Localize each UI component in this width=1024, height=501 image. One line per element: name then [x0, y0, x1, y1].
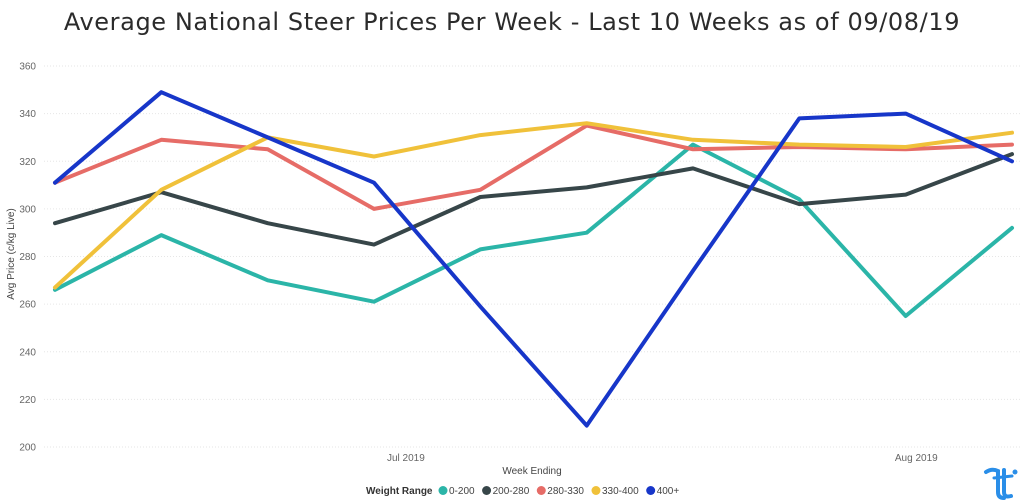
gridlines — [44, 65, 1020, 448]
x-tick-label: Aug 2019 — [895, 453, 938, 464]
y-axis-label: Avg Price (c/kg Live) — [6, 208, 17, 300]
y-tick-label: 220 — [19, 395, 36, 406]
legend-label: 0-200 — [449, 486, 475, 497]
y-tick-label: 200 — [19, 443, 36, 454]
x-tick-label: Jul 2019 — [387, 453, 425, 464]
series-lines — [53, 90, 1014, 428]
tt-logo-icon — [984, 467, 1018, 500]
legend-label: 200-280 — [493, 486, 530, 497]
legend: Weight Range 0-200 200-280 280-330 330-400 4… — [366, 486, 679, 497]
series-line-0-200 — [53, 142, 1014, 318]
legend-label: 400+ — [657, 486, 680, 497]
y-axis-ticks: 200 220 240 260 280 300 320 340 360 — [19, 62, 36, 454]
legend-marker — [646, 486, 656, 495]
legend-label: 330-400 — [602, 486, 639, 497]
y-tick-label: 240 — [19, 347, 36, 358]
series-line-400plus — [53, 90, 1014, 428]
y-tick-label: 260 — [19, 300, 36, 311]
y-tick-label: 340 — [19, 109, 36, 120]
x-axis-ticks: Jul 2019 Aug 2019 — [387, 453, 938, 464]
y-tick-label: 320 — [19, 157, 36, 168]
legend-label: 280-330 — [547, 486, 584, 497]
chart-title: Average National Steer Prices Per Week -… — [64, 8, 960, 36]
legend-marker — [482, 486, 492, 495]
legend-marker — [591, 486, 601, 495]
x-axis-label: Week Ending — [502, 466, 561, 477]
series-line-330-400 — [53, 121, 1014, 290]
legend-marker — [438, 486, 448, 495]
series-line-280-330 — [53, 123, 1014, 211]
y-tick-label: 300 — [19, 204, 36, 215]
series-line-200-280 — [53, 152, 1014, 247]
y-tick-label: 280 — [19, 252, 36, 263]
y-tick-label: 360 — [19, 62, 36, 73]
legend-items: 0-200 200-280 280-330 330-400 400+ — [438, 486, 680, 497]
legend-marker — [536, 486, 546, 495]
legend-title: Weight Range — [366, 486, 433, 497]
